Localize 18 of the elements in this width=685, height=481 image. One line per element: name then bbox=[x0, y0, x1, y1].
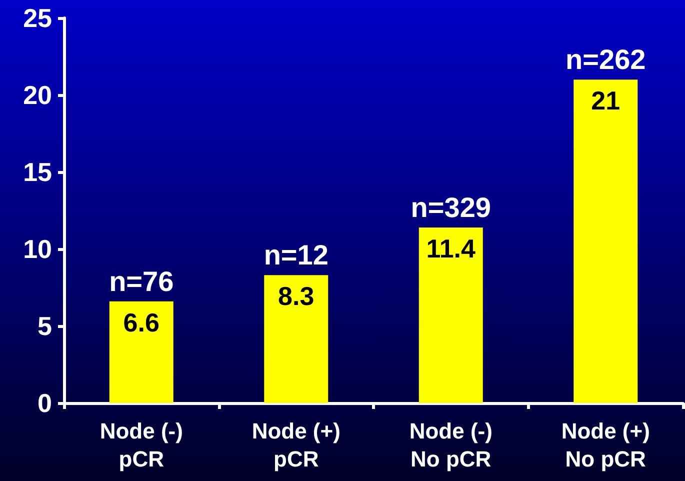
annotation: n=12 bbox=[264, 240, 328, 271]
annotation: n=76 bbox=[109, 266, 174, 297]
y-tick-label: 20 bbox=[23, 80, 52, 110]
annotation: n=262 bbox=[566, 44, 646, 76]
data-label: 21 bbox=[591, 86, 620, 116]
x-tick-label: Node (+) pCR bbox=[252, 418, 340, 472]
y-tick-label: 10 bbox=[23, 234, 52, 264]
data-label: 6.6 bbox=[123, 307, 160, 338]
x-tick-label: Node (+) No pCR bbox=[561, 418, 650, 472]
data-label: 11.4 bbox=[426, 233, 476, 264]
y-tick-label: 25 bbox=[23, 3, 52, 33]
x-tick-label: Node (-) No pCR bbox=[409, 418, 492, 472]
y-tick-label: 5 bbox=[38, 311, 52, 341]
x-tick-label: Node (-) pCR bbox=[100, 418, 183, 472]
y-tick-label: 0 bbox=[38, 388, 52, 418]
y-tick-label: 15 bbox=[23, 157, 52, 187]
annotation: n=329 bbox=[410, 192, 491, 223]
data-label: 8.3 bbox=[278, 281, 314, 312]
